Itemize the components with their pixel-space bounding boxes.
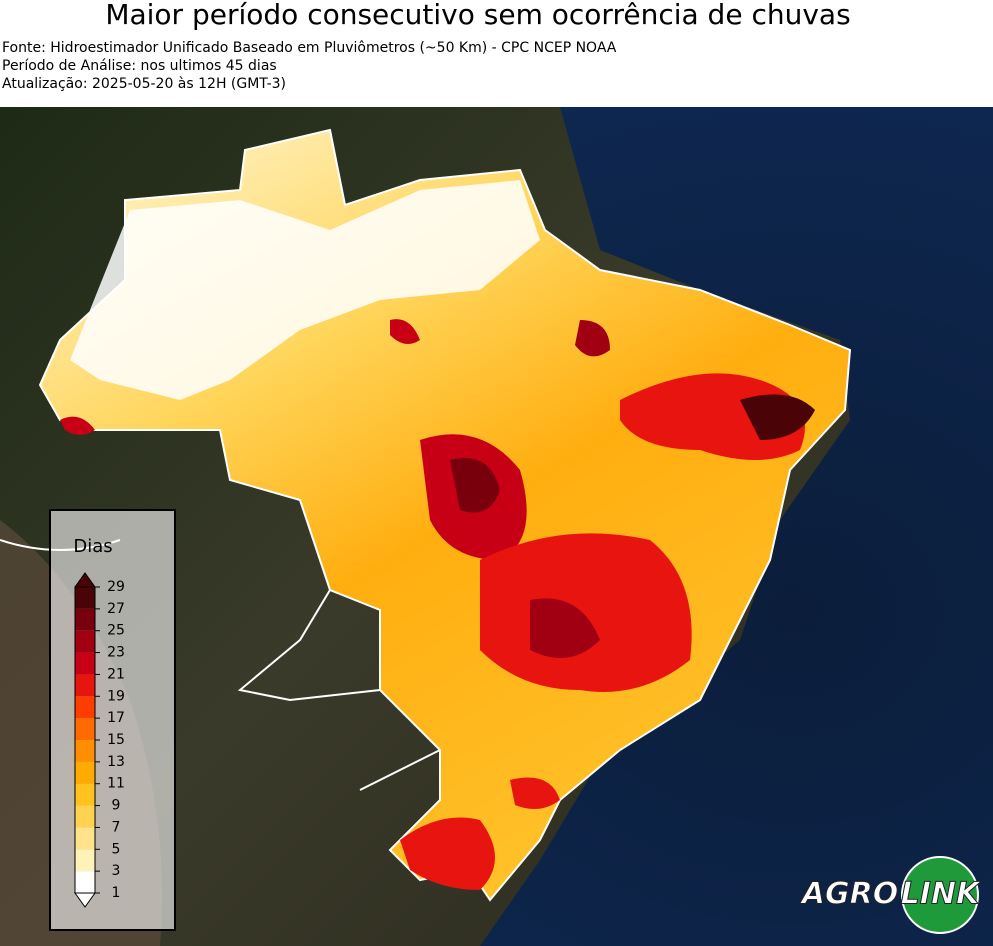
period-line: Período de Análise: nos ultimos 45 dias [2, 58, 277, 74]
tick-label: 15 [107, 732, 125, 748]
color-band [75, 652, 95, 675]
tick-label: 17 [107, 710, 125, 726]
color-band [75, 696, 95, 719]
title: Maior período consecutivo sem ocorrência… [105, 0, 850, 31]
tick-label: 21 [107, 666, 125, 682]
color-band [75, 783, 95, 806]
tick-label: 13 [107, 754, 125, 770]
logo: AGRO LINK [799, 856, 983, 934]
color-band [75, 827, 95, 850]
color-band [75, 761, 95, 784]
logo-text: AGRO [800, 877, 898, 912]
color-band [75, 849, 95, 872]
tick-label: 9 [112, 798, 121, 814]
logo-text: LINK [901, 877, 982, 912]
tick-label: 29 [107, 579, 125, 595]
color-band [75, 805, 95, 828]
tick-label: 11 [107, 776, 125, 792]
color-band [75, 674, 95, 697]
color-band [75, 630, 95, 653]
tick-label: 25 [107, 623, 125, 639]
tick-label: 1 [112, 885, 121, 901]
color-band [75, 587, 95, 609]
tick-label: 5 [112, 841, 121, 857]
tick-label: 3 [112, 863, 121, 879]
tick-label: 23 [107, 645, 125, 661]
color-band [75, 718, 95, 740]
tick-label: 27 [107, 601, 125, 617]
legend-title: Dias [73, 536, 112, 557]
tick-label: 19 [107, 688, 125, 704]
source-line: Fonte: Hidroestimador Unificado Baseado … [2, 40, 617, 56]
map [0, 107, 993, 946]
update-line: Atualização: 2025-05-20 às 12H (GMT-3) [2, 76, 286, 92]
color-band [75, 871, 95, 893]
color-band [75, 608, 95, 631]
tick-label: 7 [112, 819, 121, 835]
color-band [75, 740, 95, 762]
